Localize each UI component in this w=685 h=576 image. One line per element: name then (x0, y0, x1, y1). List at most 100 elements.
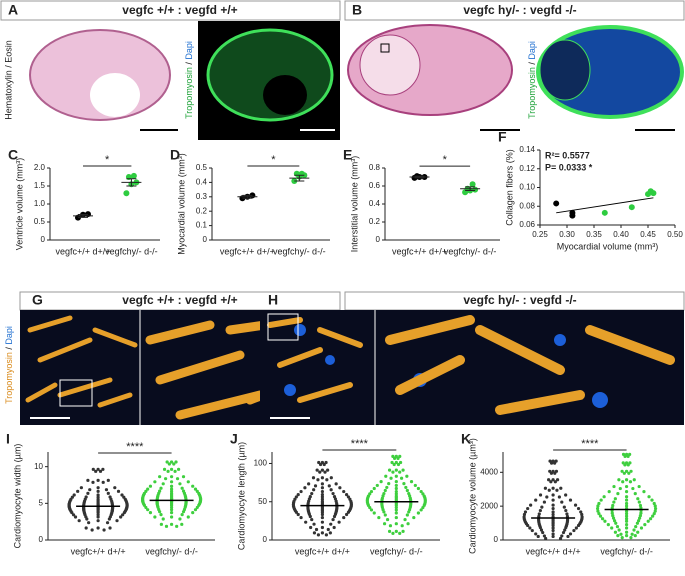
data-point (563, 528, 567, 532)
data-point (522, 515, 526, 519)
error-bar (126, 178, 137, 187)
data-point (566, 534, 570, 539)
data-point (86, 478, 90, 482)
data-point (387, 482, 391, 486)
data-point (96, 489, 100, 493)
data-point (564, 508, 568, 513)
data-point (628, 452, 632, 456)
data-point (558, 536, 563, 541)
data-point (629, 469, 633, 473)
y-tick-label: 0 (39, 535, 44, 544)
y-tick-label: 0 (41, 235, 46, 244)
data-point (560, 534, 564, 538)
inset-box (380, 43, 390, 53)
data-point (390, 460, 394, 465)
data-point (603, 519, 607, 523)
data-point (555, 478, 560, 482)
data-point (634, 525, 638, 529)
data-point (530, 528, 534, 533)
x-tick-label: vegfchy/- d-/- (600, 546, 653, 556)
data-point (384, 474, 388, 478)
data-point (180, 522, 184, 526)
x-tick-label: vegfchy/- d-/- (273, 246, 326, 256)
data-point (162, 467, 167, 471)
data-point (555, 488, 559, 492)
significance: **** (351, 438, 369, 450)
data-point (115, 519, 119, 523)
data-point (617, 528, 621, 532)
y-tick-label: 0.5 (34, 217, 46, 226)
data-point (334, 482, 338, 486)
y-tick-label: 0.08 (519, 201, 535, 210)
data-point (293, 497, 297, 501)
y-tick-label: 1.5 (34, 181, 46, 190)
inset-box (267, 313, 299, 341)
data-point (602, 495, 606, 499)
data-point (320, 499, 324, 504)
data-point (412, 515, 416, 520)
data-point (304, 520, 308, 524)
data-point (636, 519, 641, 523)
data-point (596, 504, 600, 508)
data-point (303, 486, 307, 490)
panel-label: C (8, 147, 18, 163)
data-point (472, 186, 479, 193)
data-point (576, 506, 581, 511)
y-tick-label: 2000 (480, 501, 498, 510)
data-point (328, 531, 332, 535)
data-point (148, 510, 153, 515)
data-point (612, 519, 617, 523)
data-point (560, 500, 564, 504)
data-point (624, 478, 629, 482)
data-point (332, 495, 337, 499)
data-point (312, 522, 316, 526)
data-point (329, 522, 333, 526)
data-point (73, 515, 78, 519)
data-point (542, 500, 547, 504)
annotation: P= 0.0333 * (545, 162, 593, 172)
stain-part: Tropomyosin (527, 67, 537, 119)
data-point (329, 488, 333, 492)
y-tick-label: 100 (254, 459, 268, 468)
data-point (96, 478, 100, 482)
data-point (559, 486, 563, 490)
data-point (320, 512, 324, 517)
data-point (653, 504, 657, 508)
y-tick-label: 0.5 (196, 163, 208, 172)
y-axis-label: Cardiomyocyte length (µm) (236, 442, 246, 550)
data-point (398, 460, 403, 465)
y-tick-label: 0.8 (369, 163, 381, 172)
data-point (653, 506, 658, 511)
data-point (146, 508, 150, 512)
data-point (164, 477, 168, 481)
x-tick-label: vegfc+/+ d+/+ (71, 546, 126, 556)
significance: **** (581, 438, 599, 450)
data-point (98, 469, 103, 473)
data-point (405, 488, 409, 493)
data-point (643, 523, 647, 527)
significance: * (271, 154, 276, 166)
data-point (159, 486, 163, 490)
data-point (320, 515, 324, 520)
data-point (403, 517, 407, 522)
data-point (561, 530, 566, 535)
data-point (568, 498, 573, 502)
data-point (372, 511, 376, 515)
fluor-chamber (539, 39, 591, 101)
x-tick-label: vegfc+/+ d+/+ (526, 546, 581, 556)
y-tick-label: 0 (203, 235, 208, 244)
data-point (96, 526, 100, 530)
data-point (320, 482, 324, 486)
data-point (624, 514, 629, 518)
error-bar (414, 175, 425, 179)
data-point (542, 534, 547, 538)
panel-title: vegfc +/+ : vegfd +/+ (122, 293, 237, 307)
data-point (621, 480, 625, 484)
data-point (320, 531, 324, 535)
data-point (323, 470, 327, 474)
data-point (372, 486, 376, 491)
data-point (394, 489, 398, 494)
data-point (635, 521, 639, 525)
data-point (391, 470, 395, 474)
data-point (169, 480, 174, 484)
